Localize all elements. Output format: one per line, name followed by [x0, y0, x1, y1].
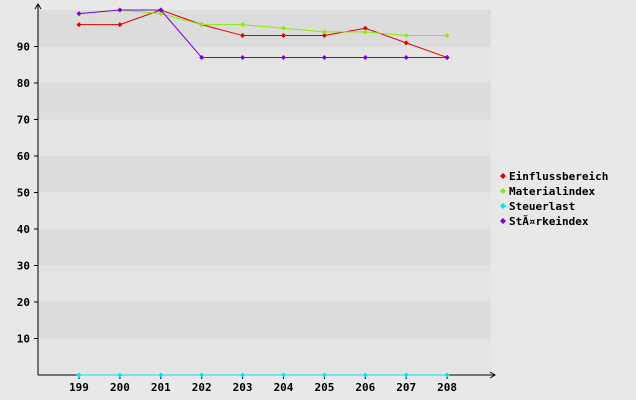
grid-band: [38, 229, 491, 266]
data-point: [158, 7, 164, 13]
data-point: [158, 372, 164, 378]
y-tick-label: 60: [17, 150, 30, 163]
data-point: [117, 22, 123, 28]
data-point: [76, 22, 82, 28]
data-point: [281, 25, 286, 31]
data-point: [444, 54, 450, 60]
data-point: [281, 372, 286, 378]
x-tick-label: 203: [233, 381, 253, 394]
data-point: [403, 54, 409, 60]
x-tick-label: 207: [396, 381, 416, 394]
data-point: [240, 22, 246, 28]
data-point: [321, 29, 327, 35]
legend: Einflussbereich Materialindex Steuerlast St…: [500, 170, 608, 228]
grid-band: [38, 119, 491, 156]
series-line: [78, 9, 448, 58]
legend-label: StÃ¤rkeindex: [509, 215, 589, 228]
x-tick-label: 204: [274, 381, 294, 394]
y-tick-label: 30: [17, 260, 30, 273]
series-line: [78, 9, 448, 37]
legend-marker: [500, 188, 506, 194]
grid-band: [38, 10, 491, 47]
data-point: [321, 54, 327, 60]
grid-band: [38, 156, 491, 193]
grid-band: [38, 302, 491, 339]
data-point: [444, 372, 450, 378]
y-axis-ticks: 10 20 30 40 50 60 70 80 90: [17, 41, 38, 346]
grid-band: [38, 192, 491, 229]
data-point: [444, 33, 450, 39]
data-point: [199, 22, 205, 28]
legend-label: Materialindex: [509, 185, 595, 198]
data-point: [321, 33, 327, 39]
data-point: [403, 33, 409, 39]
series-line: [79, 9, 448, 58]
data-point: [76, 372, 82, 378]
legend-marker: [500, 173, 506, 179]
data-point: [362, 54, 368, 60]
grid-band: [38, 83, 491, 120]
grid-band: [38, 46, 491, 83]
grid-bands: [38, 10, 491, 375]
data-point: [403, 372, 409, 378]
y-tick-label: 50: [17, 187, 30, 200]
data-point: [281, 33, 286, 39]
x-tick-label: 208: [437, 381, 457, 394]
grid-band: [38, 265, 491, 302]
x-tick-label: 202: [192, 381, 212, 394]
data-point: [240, 33, 246, 39]
y-tick-label: 90: [17, 41, 30, 54]
data-point: [117, 372, 123, 378]
data-point: [321, 372, 327, 378]
x-axis-ticks: 199 200 201 202 203 204 205 206 207 208: [69, 375, 457, 394]
legend-marker: [500, 218, 506, 224]
data-point: [76, 11, 82, 17]
x-tick-label: 205: [314, 381, 334, 394]
y-tick-label: 70: [17, 114, 30, 127]
data-point: [199, 372, 205, 378]
y-axis-arrow: [34, 3, 42, 10]
x-axis-arrow: [489, 371, 496, 379]
x-tick-label: 201: [151, 381, 171, 394]
y-tick-label: 10: [17, 333, 30, 346]
legend-label: Steuerlast: [509, 200, 575, 213]
y-tick-label: 40: [17, 223, 30, 236]
legend-marker: [500, 203, 506, 209]
data-point: [362, 25, 368, 31]
data-point: [240, 372, 246, 378]
grid-band: [38, 338, 491, 375]
data-point: [117, 7, 123, 13]
data-point: [199, 54, 205, 60]
series-lines: [76, 7, 450, 378]
data-point: [158, 11, 164, 17]
x-tick-label: 206: [355, 381, 375, 394]
data-point: [362, 372, 368, 378]
data-point: [403, 40, 409, 46]
legend-label: Einflussbereich: [509, 170, 608, 183]
y-tick-label: 20: [17, 296, 30, 309]
data-point: [362, 29, 368, 35]
data-point: [281, 54, 286, 60]
y-tick-label: 80: [17, 77, 30, 90]
x-tick-label: 199: [69, 381, 89, 394]
data-point: [240, 54, 246, 60]
x-tick-label: 200: [110, 381, 130, 394]
